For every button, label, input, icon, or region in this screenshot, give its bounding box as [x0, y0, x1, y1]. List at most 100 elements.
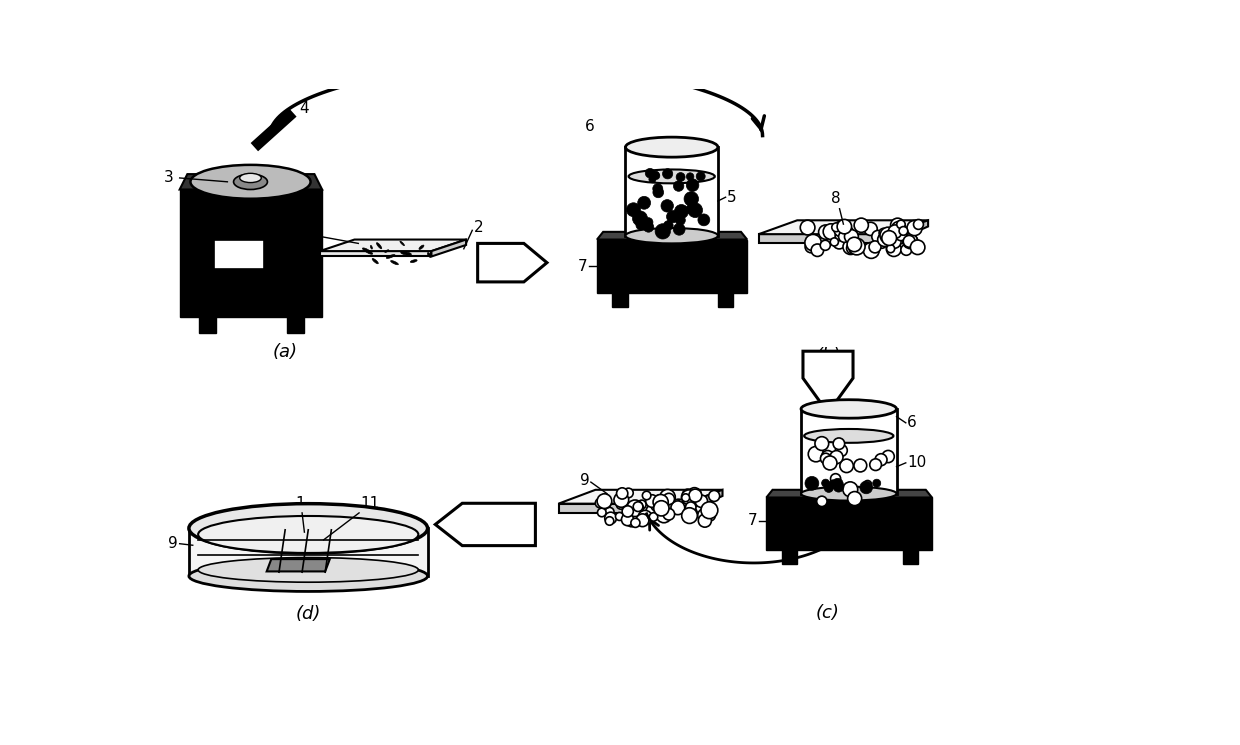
Circle shape [704, 503, 717, 515]
Ellipse shape [629, 169, 714, 183]
Polygon shape [759, 234, 889, 244]
Circle shape [831, 238, 838, 246]
Circle shape [663, 509, 675, 520]
Circle shape [897, 221, 905, 229]
Circle shape [663, 493, 675, 504]
Circle shape [811, 244, 823, 256]
Circle shape [660, 489, 676, 505]
Ellipse shape [391, 261, 398, 264]
Circle shape [832, 223, 841, 232]
Circle shape [877, 238, 887, 248]
Circle shape [637, 197, 651, 209]
Ellipse shape [239, 174, 262, 183]
Text: 6: 6 [584, 119, 594, 134]
Circle shape [832, 478, 843, 489]
Text: 1: 1 [304, 226, 314, 241]
Circle shape [631, 519, 640, 527]
Circle shape [652, 172, 660, 180]
Circle shape [655, 224, 671, 239]
Circle shape [686, 204, 696, 214]
Polygon shape [180, 174, 322, 189]
Circle shape [637, 221, 646, 229]
Circle shape [689, 489, 702, 502]
Circle shape [634, 502, 642, 512]
Ellipse shape [625, 228, 718, 244]
Text: 5: 5 [727, 190, 737, 205]
Circle shape [823, 456, 837, 470]
Polygon shape [759, 221, 928, 234]
Circle shape [622, 506, 634, 517]
Circle shape [841, 226, 853, 239]
Circle shape [704, 510, 715, 521]
Circle shape [885, 232, 899, 245]
Circle shape [698, 514, 712, 527]
Text: 9: 9 [167, 536, 177, 551]
Circle shape [595, 498, 605, 508]
Polygon shape [558, 504, 686, 513]
Ellipse shape [801, 400, 897, 418]
Circle shape [682, 490, 696, 504]
Circle shape [894, 232, 906, 244]
Circle shape [887, 241, 901, 256]
Circle shape [673, 224, 684, 235]
Circle shape [800, 221, 815, 235]
Circle shape [875, 454, 887, 466]
Circle shape [663, 221, 673, 230]
Circle shape [838, 231, 849, 242]
Circle shape [879, 228, 888, 238]
Circle shape [890, 218, 905, 232]
Circle shape [844, 229, 858, 244]
Circle shape [847, 243, 858, 254]
Circle shape [882, 451, 894, 463]
Text: (c): (c) [816, 603, 839, 622]
Ellipse shape [387, 255, 396, 259]
Polygon shape [766, 489, 932, 498]
Ellipse shape [401, 252, 412, 256]
Circle shape [880, 227, 897, 244]
Circle shape [605, 512, 616, 524]
Circle shape [671, 501, 684, 515]
Bar [613, 294, 627, 307]
Circle shape [636, 514, 649, 527]
Text: (a): (a) [273, 343, 298, 361]
Text: 4: 4 [299, 101, 309, 116]
Circle shape [644, 218, 653, 226]
Circle shape [831, 474, 841, 484]
Circle shape [859, 481, 873, 494]
Circle shape [682, 489, 693, 500]
Circle shape [598, 494, 611, 509]
Ellipse shape [362, 248, 372, 254]
Circle shape [863, 242, 879, 259]
Bar [188, 528, 428, 576]
Circle shape [615, 513, 624, 521]
Circle shape [653, 187, 663, 197]
Circle shape [656, 507, 672, 523]
Circle shape [848, 492, 862, 506]
Bar [718, 294, 733, 307]
Text: 3: 3 [164, 171, 174, 186]
Circle shape [869, 241, 880, 253]
Circle shape [694, 505, 706, 516]
Circle shape [696, 172, 706, 181]
Bar [903, 550, 918, 564]
Circle shape [833, 481, 844, 492]
Polygon shape [686, 489, 723, 513]
Circle shape [676, 173, 684, 182]
Circle shape [614, 492, 629, 507]
Circle shape [646, 495, 658, 507]
Text: (b): (b) [816, 347, 841, 365]
Circle shape [626, 500, 644, 516]
Circle shape [616, 488, 627, 499]
Circle shape [822, 479, 830, 487]
Circle shape [903, 235, 915, 247]
Circle shape [835, 231, 846, 241]
Circle shape [836, 445, 847, 457]
Bar [198, 317, 216, 334]
Circle shape [841, 232, 854, 246]
Circle shape [652, 171, 660, 178]
Bar [625, 148, 718, 235]
Circle shape [847, 237, 862, 252]
Circle shape [709, 490, 719, 501]
Circle shape [682, 508, 697, 524]
Circle shape [624, 488, 634, 498]
